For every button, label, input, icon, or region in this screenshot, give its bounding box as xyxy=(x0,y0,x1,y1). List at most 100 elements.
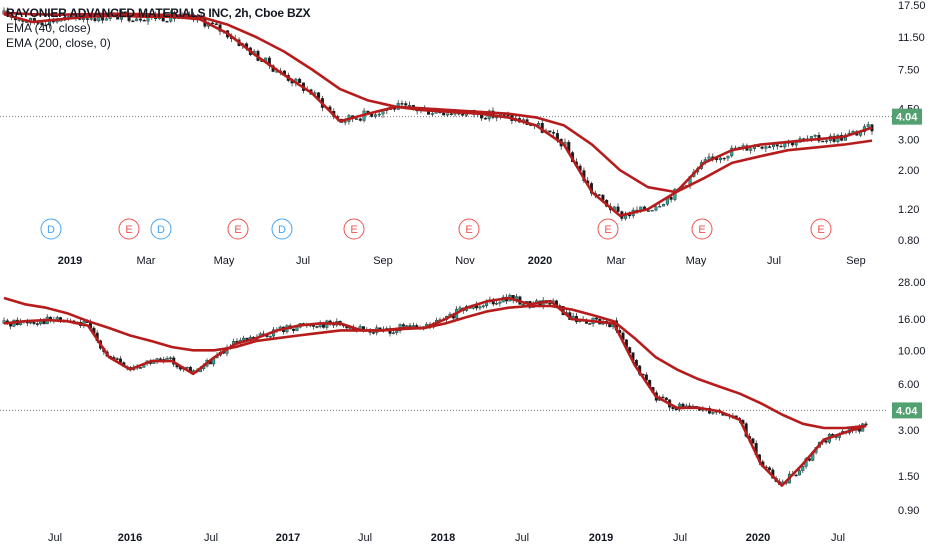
x-tick-label: May xyxy=(686,255,707,267)
candle xyxy=(242,337,246,341)
earnings-event-marker[interactable] xyxy=(691,218,713,240)
event-label: E xyxy=(698,224,705,236)
y-tick-label: 28.00 xyxy=(898,277,926,289)
x-tick-label: Mar xyxy=(137,255,156,267)
candle xyxy=(408,104,412,107)
candle xyxy=(718,157,722,161)
y-tick-label: 10.00 xyxy=(898,345,926,357)
candle xyxy=(751,438,755,444)
candle xyxy=(797,470,801,476)
x-tick-label: Mar xyxy=(607,255,626,267)
candle xyxy=(661,396,665,399)
y-tick-label: 3.00 xyxy=(898,425,919,437)
candle xyxy=(588,323,592,325)
earnings-event-marker[interactable] xyxy=(227,218,249,240)
candle xyxy=(864,423,868,426)
candle xyxy=(404,103,408,106)
candle xyxy=(521,304,525,306)
x-tick-label: 2020 xyxy=(746,532,770,544)
x-tick-label: Jul xyxy=(358,532,372,544)
candle xyxy=(214,23,218,25)
candle xyxy=(135,18,139,22)
x-tick-label: Jul xyxy=(831,532,845,544)
candle xyxy=(138,367,142,369)
x-tick-label: Sep xyxy=(846,255,866,267)
y-tick-label: 0.90 xyxy=(898,505,919,517)
x-tick-label: May xyxy=(214,255,235,267)
candle xyxy=(32,321,36,324)
candle xyxy=(445,113,449,116)
dividend-event-marker[interactable] xyxy=(150,218,172,240)
dividend-event-marker[interactable] xyxy=(40,218,62,240)
candle xyxy=(292,328,296,331)
earnings-event-marker[interactable] xyxy=(597,218,619,240)
event-label: E xyxy=(465,224,472,236)
candle xyxy=(408,325,412,327)
candle xyxy=(295,326,299,331)
dividend-event-marker[interactable] xyxy=(271,218,293,240)
x-tick-label: Jul xyxy=(204,532,218,544)
candle xyxy=(358,118,362,121)
ema-fast-line[interactable] xyxy=(3,12,873,217)
candle xyxy=(764,146,768,149)
event-label: E xyxy=(234,224,241,236)
ema-slow-line[interactable] xyxy=(3,296,867,430)
y-tick-label: 16.00 xyxy=(898,314,926,326)
y-tick-label: 2.00 xyxy=(898,165,919,177)
candle xyxy=(771,144,775,147)
candle xyxy=(483,117,487,120)
earnings-event-marker[interactable] xyxy=(343,218,365,240)
y-tick-label: 6.00 xyxy=(898,379,919,391)
candle xyxy=(481,305,485,308)
candle xyxy=(866,124,870,127)
bottom-chart-panel[interactable]: 28.00 16.00 10.00 6.00 3.00 1.50 0.90 Jul 2016 Ju… xyxy=(0,277,926,544)
x-tick-label: Jul xyxy=(515,532,529,544)
candle xyxy=(711,412,715,414)
earnings-event-marker[interactable] xyxy=(118,218,140,240)
candle xyxy=(536,123,540,126)
candle xyxy=(44,24,48,27)
candle xyxy=(594,317,598,320)
candle xyxy=(669,196,673,200)
candle xyxy=(768,146,772,148)
symbol-title[interactable]: RAYONIER ADVANCED MATERIALS INC, 2h, Cbo… xyxy=(6,6,311,20)
candle xyxy=(430,113,434,115)
y-tick-label: 1.20 xyxy=(898,204,919,216)
candle xyxy=(779,145,783,148)
ema-fast-label[interactable]: EMA (40, close) xyxy=(6,21,91,35)
y-tick-label: 0.80 xyxy=(898,235,919,247)
candle xyxy=(401,324,405,327)
event-label: E xyxy=(604,224,611,236)
candle xyxy=(104,18,108,21)
candle xyxy=(442,112,446,116)
y-tick-label: 1.50 xyxy=(898,471,919,483)
earnings-event-marker[interactable] xyxy=(458,218,480,240)
earnings-event-marker[interactable] xyxy=(810,218,832,240)
candle xyxy=(158,358,162,360)
candle xyxy=(548,302,552,305)
ema-fast-line[interactable] xyxy=(3,296,867,487)
candle xyxy=(658,205,662,208)
candle xyxy=(142,20,146,22)
x-tick-label: 2019 xyxy=(58,255,82,267)
candle xyxy=(783,143,787,148)
candle xyxy=(749,148,753,151)
candle xyxy=(650,209,654,212)
top-chart-panel[interactable]: 17.5011.507.504.503.002.001.200.802019Ma… xyxy=(0,0,926,267)
x-tick-label: 2018 xyxy=(431,532,455,544)
candle xyxy=(824,440,828,443)
candle xyxy=(85,18,89,20)
candle xyxy=(821,140,825,143)
ema-slow-label[interactable]: EMA (200, close, 0) xyxy=(6,36,111,50)
candle xyxy=(760,146,764,149)
candle xyxy=(794,474,798,477)
candle xyxy=(165,20,169,23)
x-tick-label: Sep xyxy=(373,255,393,267)
candle xyxy=(726,155,730,159)
y-tick-label: 17.50 xyxy=(898,0,926,12)
candle xyxy=(767,467,771,471)
event-label: E xyxy=(125,224,132,236)
candle xyxy=(210,22,214,25)
ema-slow-line[interactable] xyxy=(3,11,873,194)
candle xyxy=(355,118,359,120)
